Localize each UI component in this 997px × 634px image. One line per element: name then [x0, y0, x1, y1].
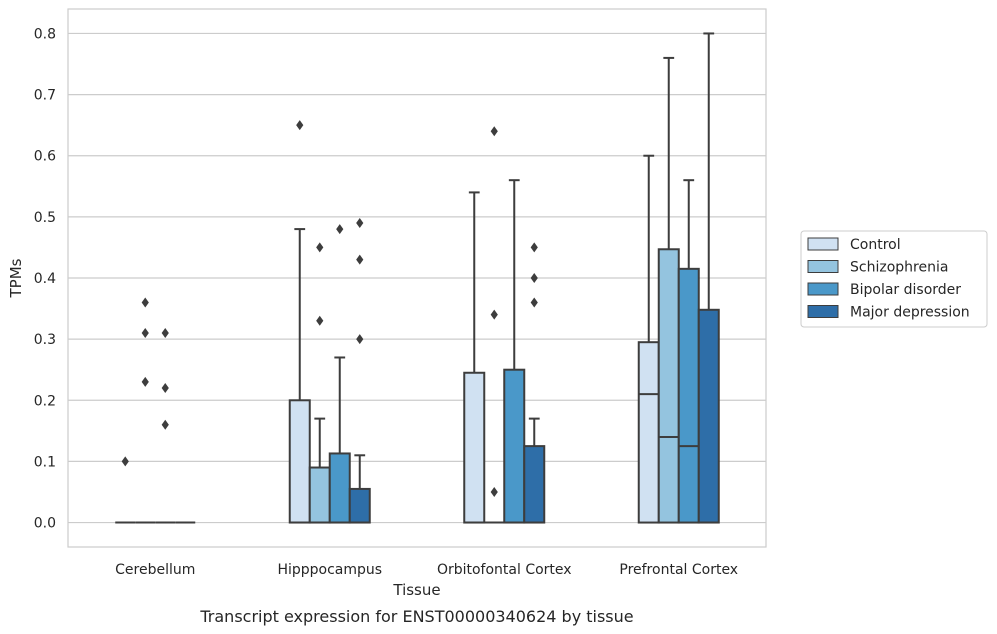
box-series: [115, 32, 720, 524]
outlier-point: [316, 315, 324, 326]
x-axis-ticks: Cerebellum Hipppocampus Orbitofontal Corte…: [115, 562, 738, 578]
outlier-point: [356, 334, 364, 345]
legend-swatch: [807, 260, 839, 273]
box: [523, 417, 546, 524]
box-rect: [348, 487, 371, 524]
outlier-point: [121, 456, 129, 467]
x-tick-label: Cerebellum: [115, 562, 195, 578]
outlier-point: [336, 224, 344, 235]
box-rect: [697, 308, 720, 524]
box-rect: [637, 341, 660, 524]
x-tick-label: Orbitofontal Cortex: [437, 562, 572, 578]
outlier-point: [161, 383, 169, 394]
outlier-point: [161, 419, 169, 430]
legend: Control Schizophrenia Bipolar disorder Majo…: [800, 230, 988, 328]
chart-caption: Transcript expression for ENST0000034062…: [199, 607, 633, 626]
box: [288, 228, 311, 524]
box-rect: [463, 371, 486, 524]
outlier-points: [121, 120, 538, 497]
y-axis-ticks: 0.0 0.1 0.2 0.3 0.4 0.5 0.6 0.7 0.8: [34, 26, 56, 531]
box: [463, 191, 486, 524]
outlier-point: [490, 126, 498, 137]
x-axis-label: Tissue: [392, 581, 440, 599]
outlier-point: [490, 309, 498, 320]
x-tick-label: Prefrontal Cortex: [619, 562, 738, 578]
box-rect: [677, 267, 700, 524]
outlier-point: [530, 242, 538, 253]
box-rect: [503, 368, 526, 524]
box-rect: [288, 399, 311, 524]
outlier-point: [530, 273, 538, 283]
outlier-point: [356, 254, 364, 265]
y-tick-label: 0.8: [34, 26, 56, 42]
outlier-point: [530, 297, 538, 308]
y-tick-label: 0.7: [34, 88, 56, 104]
outlier-point: [161, 328, 169, 339]
legend-label: Major depression: [850, 305, 970, 321]
y-tick-label: 0.5: [34, 210, 56, 226]
legend-label: Bipolar disorder: [850, 282, 961, 298]
y-tick-label: 0.0: [34, 516, 56, 532]
outlier-point: [356, 217, 364, 228]
outlier-point: [490, 486, 498, 497]
legend-frame: [800, 230, 988, 328]
y-tick-label: 0.1: [34, 454, 56, 470]
legend-swatch: [807, 282, 839, 296]
y-tick-label: 0.3: [34, 332, 56, 348]
y-tick-label: 0.2: [34, 393, 56, 409]
box-rect: [523, 445, 546, 524]
box-rect: [308, 466, 331, 524]
outlier-point: [296, 120, 304, 131]
legend-label: Schizophrenia: [850, 260, 948, 276]
legend-swatch: [807, 305, 839, 318]
x-tick-label: Hipppocampus: [277, 562, 382, 578]
box: [348, 454, 371, 524]
box-rect: [328, 452, 351, 524]
box: [697, 32, 720, 524]
y-tick-label: 0.4: [34, 271, 56, 287]
box: [328, 356, 351, 524]
outlier-point: [316, 242, 324, 253]
legend-swatch: [807, 237, 839, 251]
box: [677, 179, 700, 524]
box-rect: [657, 248, 680, 524]
box: [308, 417, 331, 524]
y-tick-label: 0.6: [34, 149, 56, 165]
outlier-point: [141, 376, 149, 387]
outlier-point: [141, 297, 149, 308]
y-axis-label: TPMs: [7, 258, 25, 298]
legend-label: Control: [850, 237, 901, 253]
outlier-point: [141, 328, 149, 339]
